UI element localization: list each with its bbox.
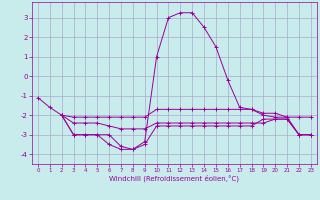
X-axis label: Windchill (Refroidissement éolien,°C): Windchill (Refroidissement éolien,°C) bbox=[109, 175, 239, 182]
